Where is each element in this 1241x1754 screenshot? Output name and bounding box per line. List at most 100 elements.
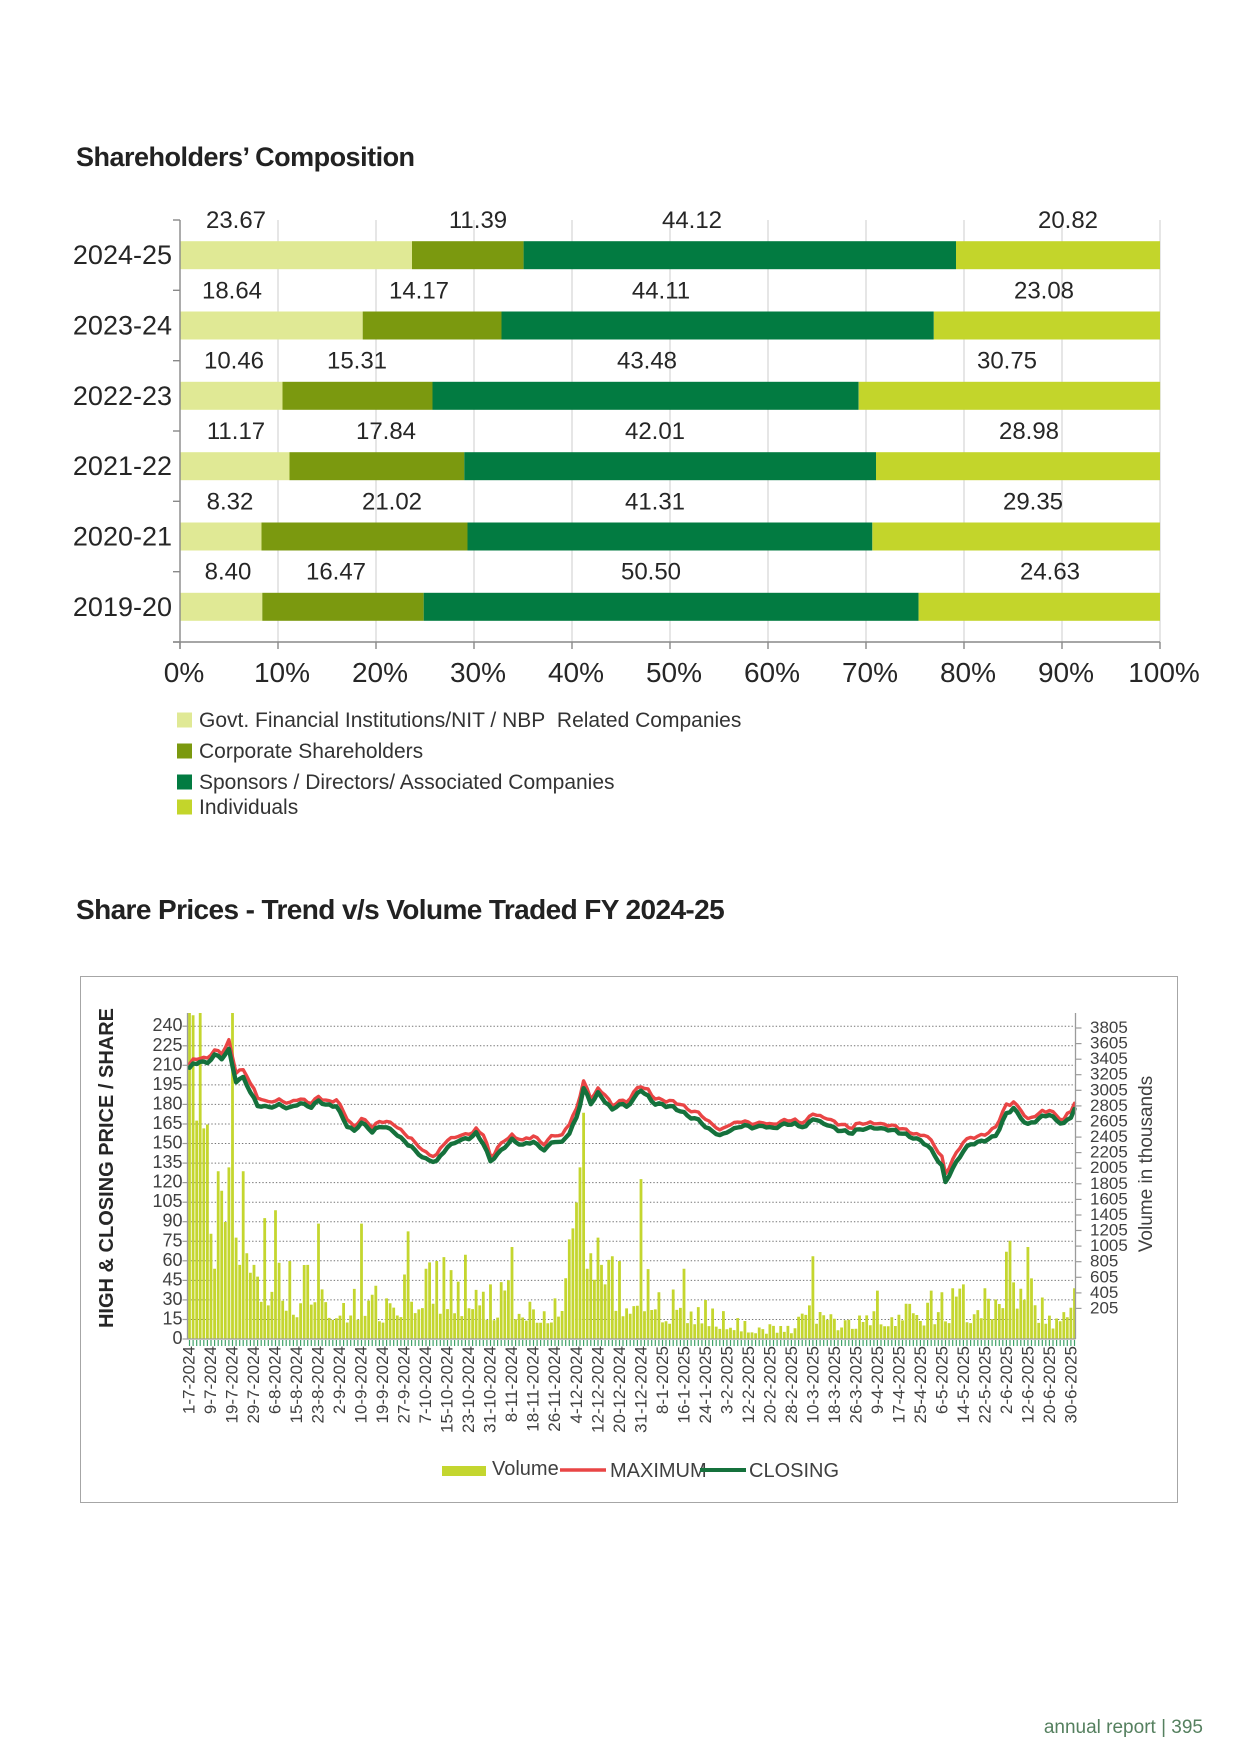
svg-text:20-12-2024: 20-12-2024: [610, 1346, 629, 1433]
svg-text:22-5-2025: 22-5-2025: [976, 1346, 995, 1424]
svg-text:2022-23: 2022-23: [73, 381, 172, 411]
svg-text:3205: 3205: [1090, 1065, 1128, 1084]
svg-text:240: 240: [152, 1015, 182, 1035]
svg-text:4-12-2024: 4-12-2024: [567, 1346, 586, 1424]
svg-text:50%: 50%: [646, 657, 702, 688]
svg-text:30.75: 30.75: [977, 348, 1037, 375]
svg-text:2605: 2605: [1090, 1112, 1128, 1131]
svg-text:0: 0: [172, 1328, 182, 1348]
svg-text:26-11-2024: 26-11-2024: [545, 1346, 564, 1432]
svg-text:405: 405: [1090, 1283, 1118, 1302]
svg-text:0%: 0%: [164, 657, 204, 688]
svg-text:10%: 10%: [254, 657, 310, 688]
svg-text:1405: 1405: [1090, 1205, 1128, 1224]
svg-text:CLOSING: CLOSING: [749, 1460, 839, 1482]
svg-text:1-7-2024: 1-7-2024: [179, 1346, 198, 1414]
svg-text:42.01: 42.01: [625, 418, 685, 445]
svg-text:MAXIMUM: MAXIMUM: [610, 1460, 707, 1482]
svg-text:7-10-2024: 7-10-2024: [416, 1346, 435, 1424]
svg-text:105: 105: [152, 1191, 182, 1211]
svg-text:3005: 3005: [1090, 1080, 1128, 1099]
svg-text:3605: 3605: [1090, 1034, 1128, 1053]
svg-text:14.17: 14.17: [389, 277, 449, 304]
svg-text:Volume: Volume: [492, 1458, 559, 1480]
svg-text:30-6-2025: 30-6-2025: [1062, 1346, 1081, 1424]
svg-text:225: 225: [152, 1035, 182, 1055]
svg-text:43.48: 43.48: [617, 348, 677, 375]
svg-text:8.40: 8.40: [205, 559, 252, 586]
svg-text:23-10-2024: 23-10-2024: [459, 1346, 478, 1433]
svg-text:11.39: 11.39: [449, 207, 507, 234]
svg-text:44.12: 44.12: [662, 207, 722, 234]
svg-text:25-4-2025: 25-4-2025: [911, 1346, 930, 1424]
svg-text:Govt. Financial Institutions/N: Govt. Financial Institutions/NIT / NBP R…: [199, 709, 741, 732]
svg-text:17.84: 17.84: [356, 418, 416, 445]
svg-text:2019-20: 2019-20: [73, 592, 172, 622]
svg-text:15-10-2024: 15-10-2024: [438, 1346, 457, 1433]
svg-text:16.47: 16.47: [306, 559, 366, 586]
svg-text:15.31: 15.31: [327, 348, 387, 375]
svg-text:20-6-2025: 20-6-2025: [1040, 1346, 1059, 1424]
svg-text:19-7-2024: 19-7-2024: [222, 1346, 241, 1424]
svg-text:20.82: 20.82: [1038, 207, 1098, 234]
svg-text:31-10-2024: 31-10-2024: [481, 1346, 500, 1433]
svg-text:30%: 30%: [450, 657, 506, 688]
svg-text:9-4-2025: 9-4-2025: [868, 1346, 887, 1414]
svg-text:10-3-2025: 10-3-2025: [804, 1346, 823, 1424]
svg-text:31-12-2024: 31-12-2024: [631, 1346, 650, 1433]
svg-text:195: 195: [152, 1074, 182, 1094]
svg-text:11.17: 11.17: [207, 418, 265, 445]
svg-text:40%: 40%: [548, 657, 604, 688]
svg-text:30: 30: [162, 1289, 182, 1309]
svg-text:28-2-2025: 28-2-2025: [782, 1346, 801, 1424]
svg-text:80%: 80%: [940, 657, 996, 688]
svg-text:8.32: 8.32: [207, 488, 254, 515]
svg-text:15: 15: [162, 1309, 182, 1329]
svg-text:165: 165: [152, 1113, 182, 1133]
svg-text:100%: 100%: [1128, 657, 1200, 688]
svg-text:2021-22: 2021-22: [73, 451, 172, 481]
svg-text:23-8-2024: 23-8-2024: [309, 1346, 328, 1424]
svg-text:Share Prices - Trend v/s Volum: Share Prices - Trend v/s Volume Traded F…: [76, 894, 724, 925]
svg-text:2023-24: 2023-24: [73, 311, 172, 341]
svg-text:3805: 3805: [1090, 1018, 1128, 1037]
svg-text:24.63: 24.63: [1020, 559, 1080, 586]
svg-text:20-2-2025: 20-2-2025: [760, 1346, 779, 1424]
svg-text:1605: 1605: [1090, 1189, 1128, 1208]
svg-text:205: 205: [1090, 1298, 1118, 1317]
svg-text:HIGH & CLOSING PRICE / SHARE: HIGH & CLOSING PRICE / SHARE: [96, 1008, 118, 1328]
svg-text:70%: 70%: [842, 657, 898, 688]
svg-text:27-9-2024: 27-9-2024: [395, 1346, 414, 1424]
svg-text:2-6-2025: 2-6-2025: [997, 1346, 1016, 1414]
svg-text:21.02: 21.02: [362, 488, 422, 515]
svg-text:1205: 1205: [1090, 1221, 1128, 1240]
svg-text:Sponsors / Directors/ Associat: Sponsors / Directors/ Associated Compani…: [199, 771, 615, 794]
svg-text:10-9-2024: 10-9-2024: [352, 1346, 371, 1424]
svg-text:12-12-2024: 12-12-2024: [588, 1346, 607, 1433]
svg-text:29.35: 29.35: [1003, 488, 1063, 515]
svg-text:90: 90: [162, 1211, 182, 1231]
svg-text:12-2-2025: 12-2-2025: [739, 1346, 758, 1424]
svg-text:60%: 60%: [744, 657, 800, 688]
svg-text:29-7-2024: 29-7-2024: [244, 1346, 263, 1424]
svg-text:3405: 3405: [1090, 1049, 1128, 1068]
svg-text:150: 150: [152, 1133, 182, 1153]
svg-text:2805: 2805: [1090, 1096, 1128, 1115]
svg-text:19-9-2024: 19-9-2024: [373, 1346, 392, 1424]
svg-text:28.98: 28.98: [999, 418, 1059, 445]
svg-text:135: 135: [152, 1152, 182, 1172]
svg-text:805: 805: [1090, 1252, 1118, 1271]
svg-text:41.31: 41.31: [625, 488, 685, 515]
svg-text:24-1-2025: 24-1-2025: [696, 1346, 715, 1424]
svg-text:50.50: 50.50: [621, 559, 681, 586]
svg-text:2405: 2405: [1090, 1127, 1128, 1146]
svg-text:180: 180: [152, 1093, 182, 1113]
svg-text:90%: 90%: [1038, 657, 1094, 688]
svg-text:Corporate Shareholders: Corporate Shareholders: [199, 740, 423, 763]
svg-text:26-3-2025: 26-3-2025: [847, 1346, 866, 1424]
svg-text:12-6-2025: 12-6-2025: [1019, 1346, 1038, 1424]
svg-text:18-11-2024: 18-11-2024: [524, 1346, 543, 1432]
svg-text:23.08: 23.08: [1014, 277, 1074, 304]
svg-text:16-1-2025: 16-1-2025: [674, 1346, 693, 1424]
svg-text:17-4-2025: 17-4-2025: [890, 1346, 909, 1424]
